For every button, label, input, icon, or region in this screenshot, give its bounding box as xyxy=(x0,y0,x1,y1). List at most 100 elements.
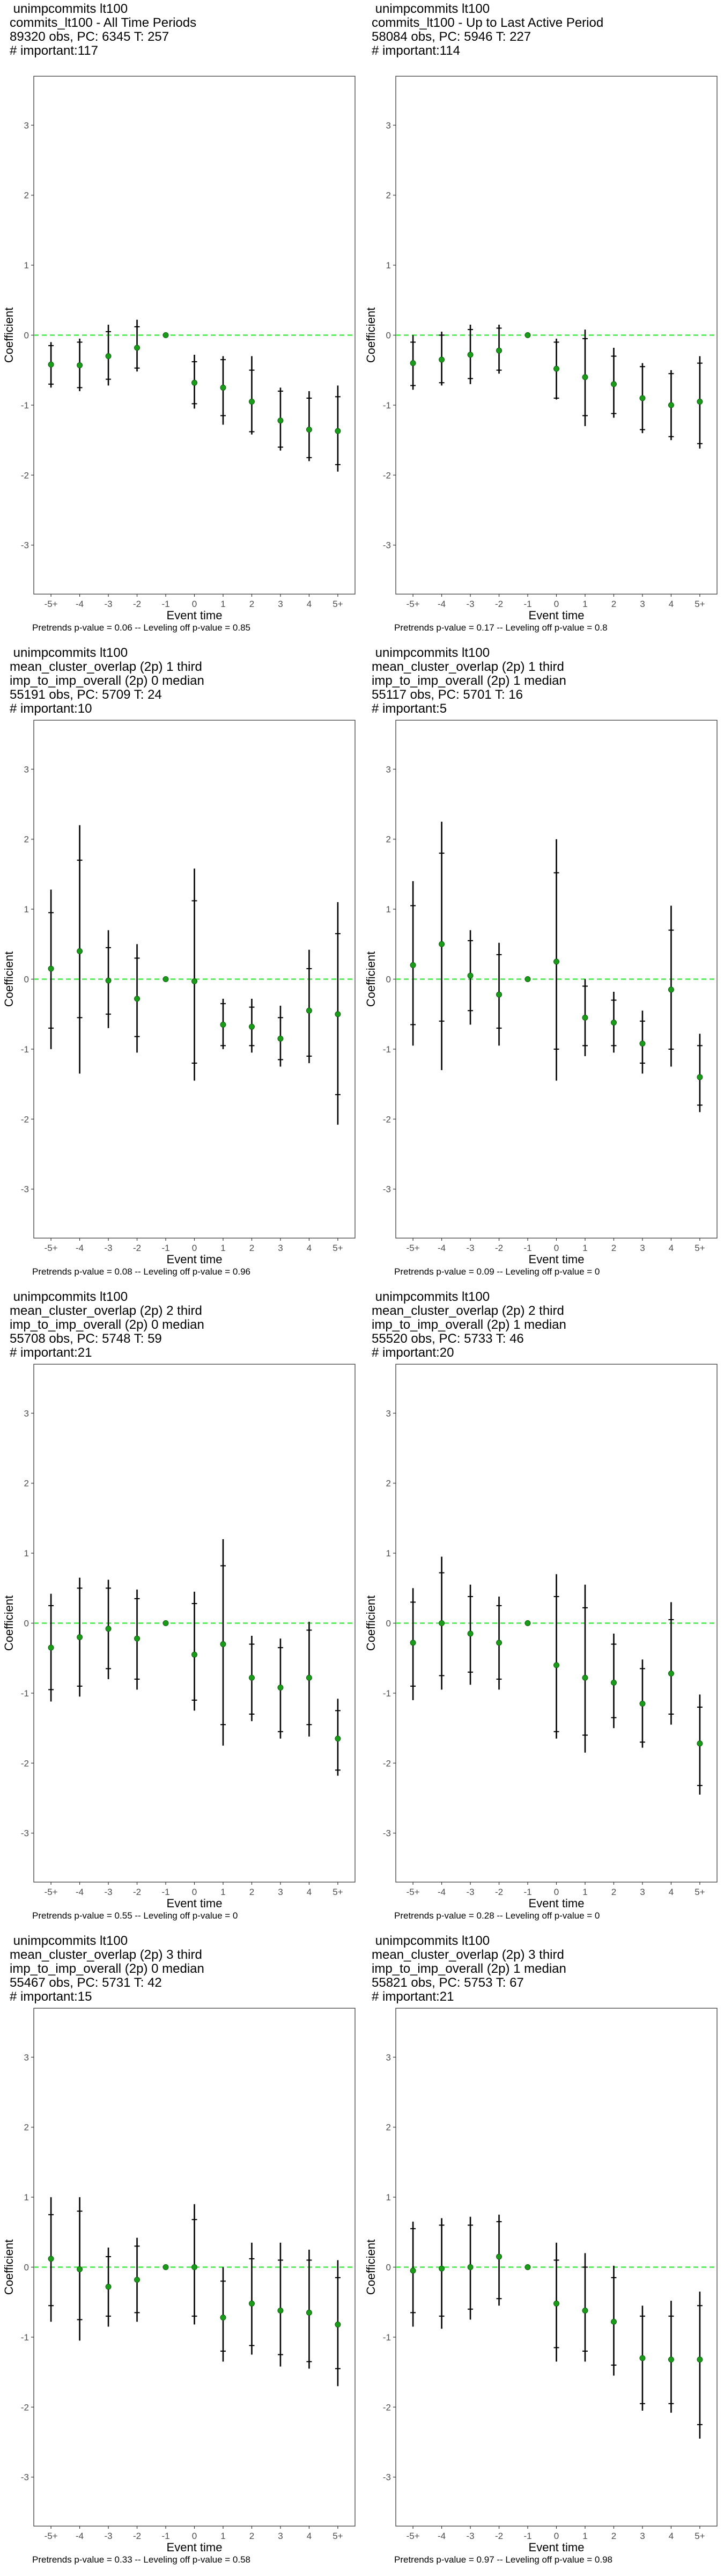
estimate-point xyxy=(553,365,559,372)
estimate-point xyxy=(277,1684,284,1690)
x-tick-label: -1 xyxy=(161,2531,169,2541)
x-tick-label: 1 xyxy=(582,599,587,609)
x-tick-label: 2 xyxy=(249,1887,254,1897)
chart-panel-1: unimpcommits lt100 commits_lt100 - All Ti… xyxy=(0,0,362,644)
chart-panel-3: unimpcommits lt100 mean_cluster_overlap (… xyxy=(0,644,362,1288)
pvalue-footnote: Pretrends p-value = 0.08 -- Leveling off… xyxy=(32,1267,250,1277)
title-line: unimpcommits lt100 xyxy=(10,1290,128,1304)
estimate-point xyxy=(610,1679,617,1686)
x-tick-label: 3 xyxy=(278,2531,283,2541)
estimate-point xyxy=(582,2307,588,2314)
x-tick-label: 4 xyxy=(669,599,674,609)
title-line: unimpcommits lt100 xyxy=(10,1934,128,1948)
estimate-point xyxy=(220,384,226,391)
estimate-point xyxy=(335,1011,341,1018)
x-tick-label: 2 xyxy=(611,599,616,609)
estimate-point xyxy=(582,374,588,380)
estimate-point xyxy=(410,1640,416,1646)
x-tick-label: -2 xyxy=(495,2531,503,2541)
title-line: unimpcommits lt100 xyxy=(10,646,128,660)
estimate-point xyxy=(162,2264,169,2270)
estimate-point xyxy=(697,398,703,405)
x-tick-label: -2 xyxy=(495,1887,503,1897)
x-tick-label: 1 xyxy=(582,1887,587,1897)
estimate-point xyxy=(306,1674,312,1681)
x-tick-label: 2 xyxy=(611,2531,616,2541)
estimate-point xyxy=(496,991,503,998)
plot-area: -3 -2 -1 0 1 2 3 -5+ -4 -3 -2 -1 0 1 2 3 4 5+ Event time Co… xyxy=(2,1364,356,1910)
x-tick-label: -5+ xyxy=(407,599,420,609)
estimate-point xyxy=(335,2321,341,2328)
x-tick-label: 5+ xyxy=(333,2531,343,2541)
title-line: mean_cluster_overlap (2p) 3 third xyxy=(10,1948,202,1962)
x-tick-label: -3 xyxy=(466,599,474,609)
y-tick-label: 0 xyxy=(24,975,29,985)
plot-area: -3 -2 -1 0 1 2 3 -5+ -4 -3 -2 -1 0 1 2 3 4 5+ Event time Co… xyxy=(364,1364,718,1910)
y-tick-label: -2 xyxy=(383,1114,391,1124)
title-line: 55191 obs, PC: 5709 T: 24 xyxy=(10,687,162,702)
estimate-point xyxy=(48,1644,54,1651)
y-tick-label: 0 xyxy=(386,331,391,341)
x-tick-label: -4 xyxy=(76,1243,84,1253)
x-tick-label: 0 xyxy=(192,1887,197,1897)
chart-title: unimpcommits lt100 mean_cluster_overlap (… xyxy=(10,1934,204,2004)
x-tick-label: 4 xyxy=(307,599,312,609)
estimate-point xyxy=(306,1007,312,1014)
estimate-point xyxy=(220,2314,226,2321)
estimate-point xyxy=(467,1630,474,1637)
title-line: 55520 obs, PC: 5733 T: 46 xyxy=(372,1331,524,1346)
x-tick-label: 0 xyxy=(554,1243,559,1253)
y-tick-label: 3 xyxy=(386,2052,391,2062)
y-axis-title: Coefficient xyxy=(2,2240,16,2295)
x-tick-label: 5+ xyxy=(333,599,343,609)
estimate-point xyxy=(697,1074,703,1080)
x-tick-label: 4 xyxy=(669,1887,674,1897)
estimate-point xyxy=(105,977,112,984)
pvalue-footnote: Pretrends p-value = 0.09 -- Leveling off… xyxy=(394,1267,600,1277)
estimate-point xyxy=(553,1662,559,1668)
x-tick-label: -4 xyxy=(438,599,446,609)
estimate-point xyxy=(306,427,312,433)
x-axis-title: Event time xyxy=(529,1897,585,1910)
x-tick-label: -5+ xyxy=(45,1243,58,1253)
estimate-point xyxy=(610,2318,617,2325)
estimate-point xyxy=(248,2300,255,2307)
estimate-point xyxy=(439,1620,445,1626)
y-axis-title: Coefficient xyxy=(2,1596,16,1651)
y-tick-label: 3 xyxy=(24,1408,29,1418)
x-tick-label: 4 xyxy=(307,2531,312,2541)
y-tick-label: -3 xyxy=(21,1828,29,1839)
y-axis-title: Coefficient xyxy=(2,308,16,363)
estimate-point xyxy=(277,2307,284,2314)
chart-panel-2: unimpcommits lt100 commits_lt100 - Up to … xyxy=(362,0,724,644)
y-tick-label: -2 xyxy=(383,2402,391,2412)
y-tick-label: -2 xyxy=(21,1114,29,1124)
chart-title: unimpcommits lt100 mean_cluster_overlap (… xyxy=(10,646,204,716)
y-tick-label: -1 xyxy=(21,1044,29,1055)
estimate-point xyxy=(134,345,141,351)
x-axis-title: Event time xyxy=(529,1253,585,1266)
x-tick-label: 2 xyxy=(249,1243,254,1253)
title-line: mean_cluster_overlap (2p) 1 third xyxy=(372,660,564,674)
x-tick-label: -4 xyxy=(76,2531,84,2541)
y-tick-label: 0 xyxy=(24,2263,29,2273)
y-axis-title: Coefficient xyxy=(364,1596,378,1651)
estimate-point xyxy=(467,2264,474,2270)
y-tick-label: -2 xyxy=(21,1758,29,1768)
title-line: # important:10 xyxy=(10,701,92,716)
x-tick-label: -3 xyxy=(104,1887,112,1897)
y-tick-label: 2 xyxy=(386,2123,391,2133)
title-line: unimpcommits lt100 xyxy=(372,1934,490,1948)
estimate-point xyxy=(496,1640,503,1646)
title-line: imp_to_imp_overall (2p) 1 median xyxy=(372,1962,566,1976)
x-tick-label: -2 xyxy=(495,599,503,609)
y-tick-label: -3 xyxy=(21,1184,29,1195)
x-tick-label: -3 xyxy=(466,2531,474,2541)
x-tick-label: -1 xyxy=(523,2531,531,2541)
y-tick-label: 3 xyxy=(24,764,29,774)
estimate-point xyxy=(553,2300,559,2307)
estimate-point xyxy=(410,962,416,968)
x-tick-label: 4 xyxy=(307,1887,312,1897)
y-tick-label: -3 xyxy=(383,1184,391,1195)
title-line: # important:5 xyxy=(372,701,447,716)
